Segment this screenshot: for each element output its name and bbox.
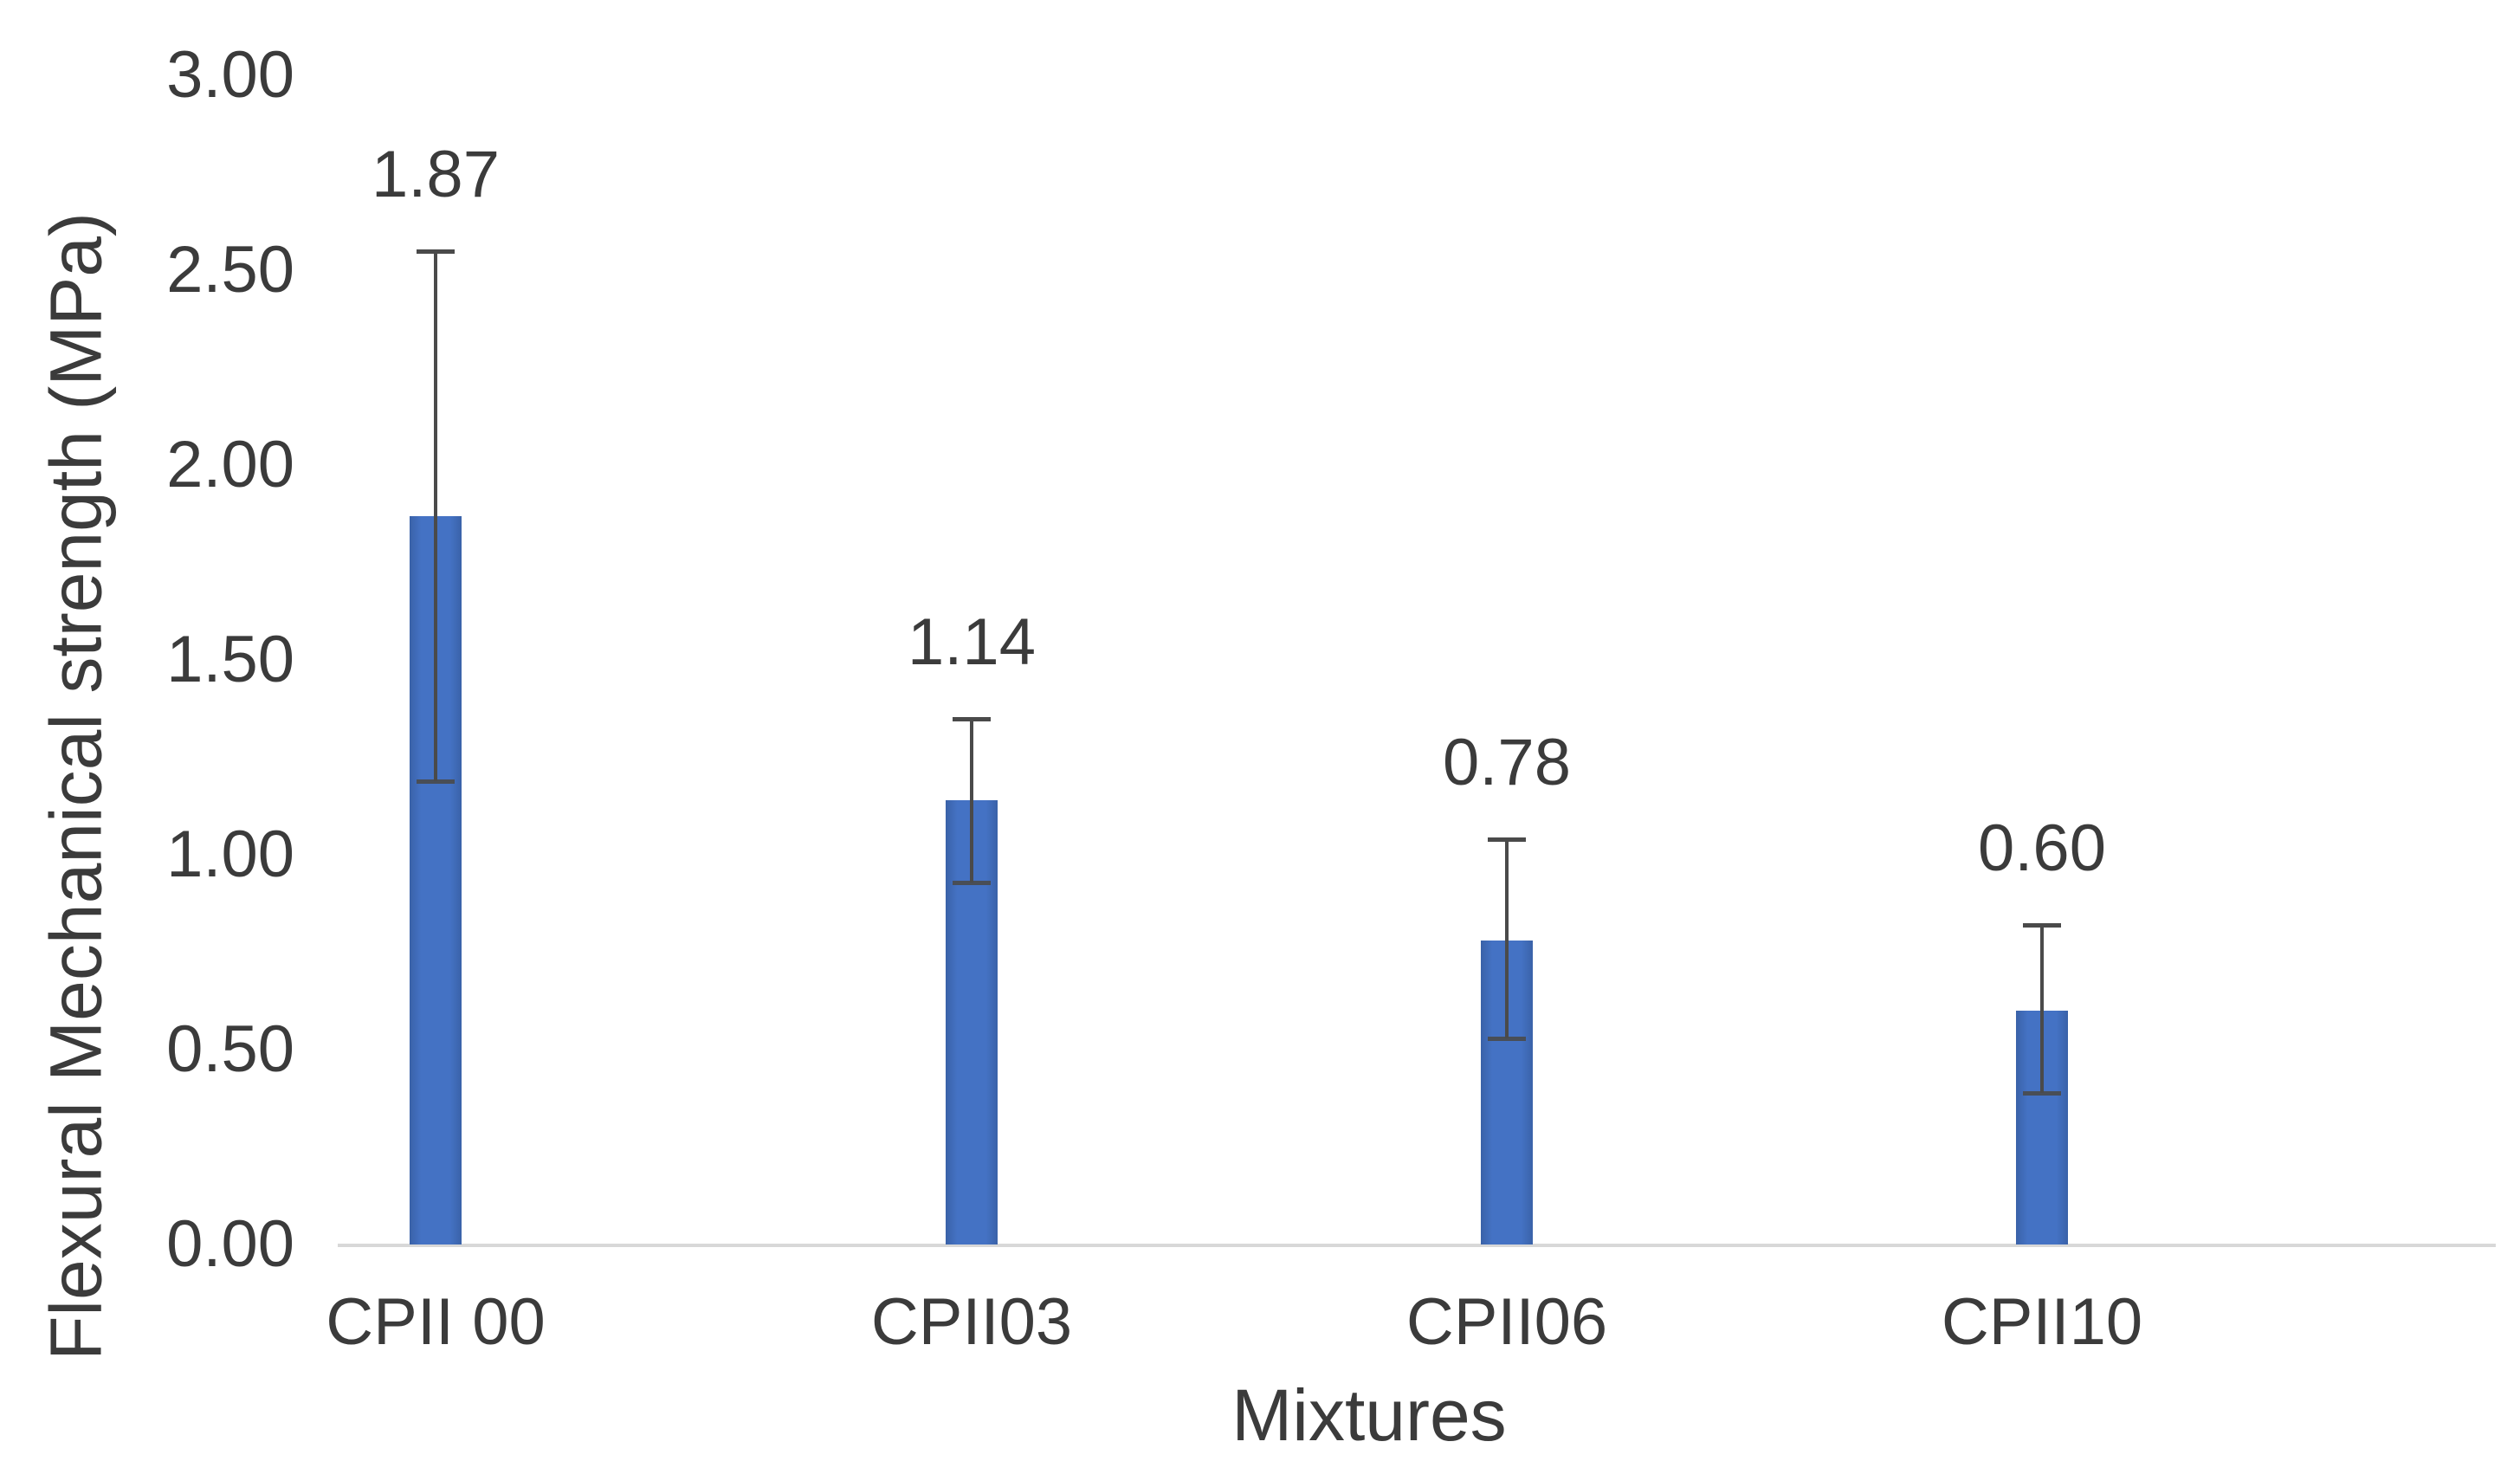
error-bar-bottom-cap	[417, 779, 455, 784]
error-bar-bottom-cap	[953, 880, 991, 885]
x-axis-line	[338, 1244, 2496, 1247]
error-bar-bottom-cap	[1488, 1036, 1526, 1041]
x-category-label: CPII06	[1405, 1285, 1608, 1359]
y-tick-label: 0.00	[166, 1207, 294, 1281]
error-bar-whisker	[434, 250, 437, 781]
error-bar-whisker	[1505, 839, 1509, 1038]
x-axis-title: Mixtures	[1231, 1374, 1507, 1456]
y-tick-label: 3.00	[166, 38, 294, 112]
y-tick-label: 2.50	[166, 233, 294, 307]
error-bar-top-cap	[2023, 923, 2061, 928]
data-label: 0.78	[1443, 726, 1571, 799]
x-category-label: CPII10	[1941, 1285, 2143, 1359]
data-label: 1.87	[372, 137, 500, 211]
y-axis-title: Flexural Mechanical strength (MPa)	[35, 212, 117, 1361]
data-label: 0.60	[1978, 811, 2106, 885]
error-bar-top-cap	[417, 249, 455, 254]
y-tick-label: 0.50	[166, 1012, 294, 1086]
data-label: 1.14	[908, 604, 1036, 679]
error-bar-top-cap	[953, 716, 991, 721]
y-tick-label: 1.50	[166, 623, 294, 696]
error-bar-whisker	[2040, 925, 2044, 1093]
y-tick-label: 2.00	[166, 428, 294, 501]
x-category-label: CPII 00	[326, 1285, 546, 1359]
y-tick-label: 1.00	[166, 818, 294, 891]
error-bar-whisker	[970, 718, 973, 882]
x-category-label: CPII03	[870, 1285, 1073, 1359]
error-bar-top-cap	[1488, 837, 1526, 842]
error-bar-bottom-cap	[2023, 1090, 2061, 1096]
